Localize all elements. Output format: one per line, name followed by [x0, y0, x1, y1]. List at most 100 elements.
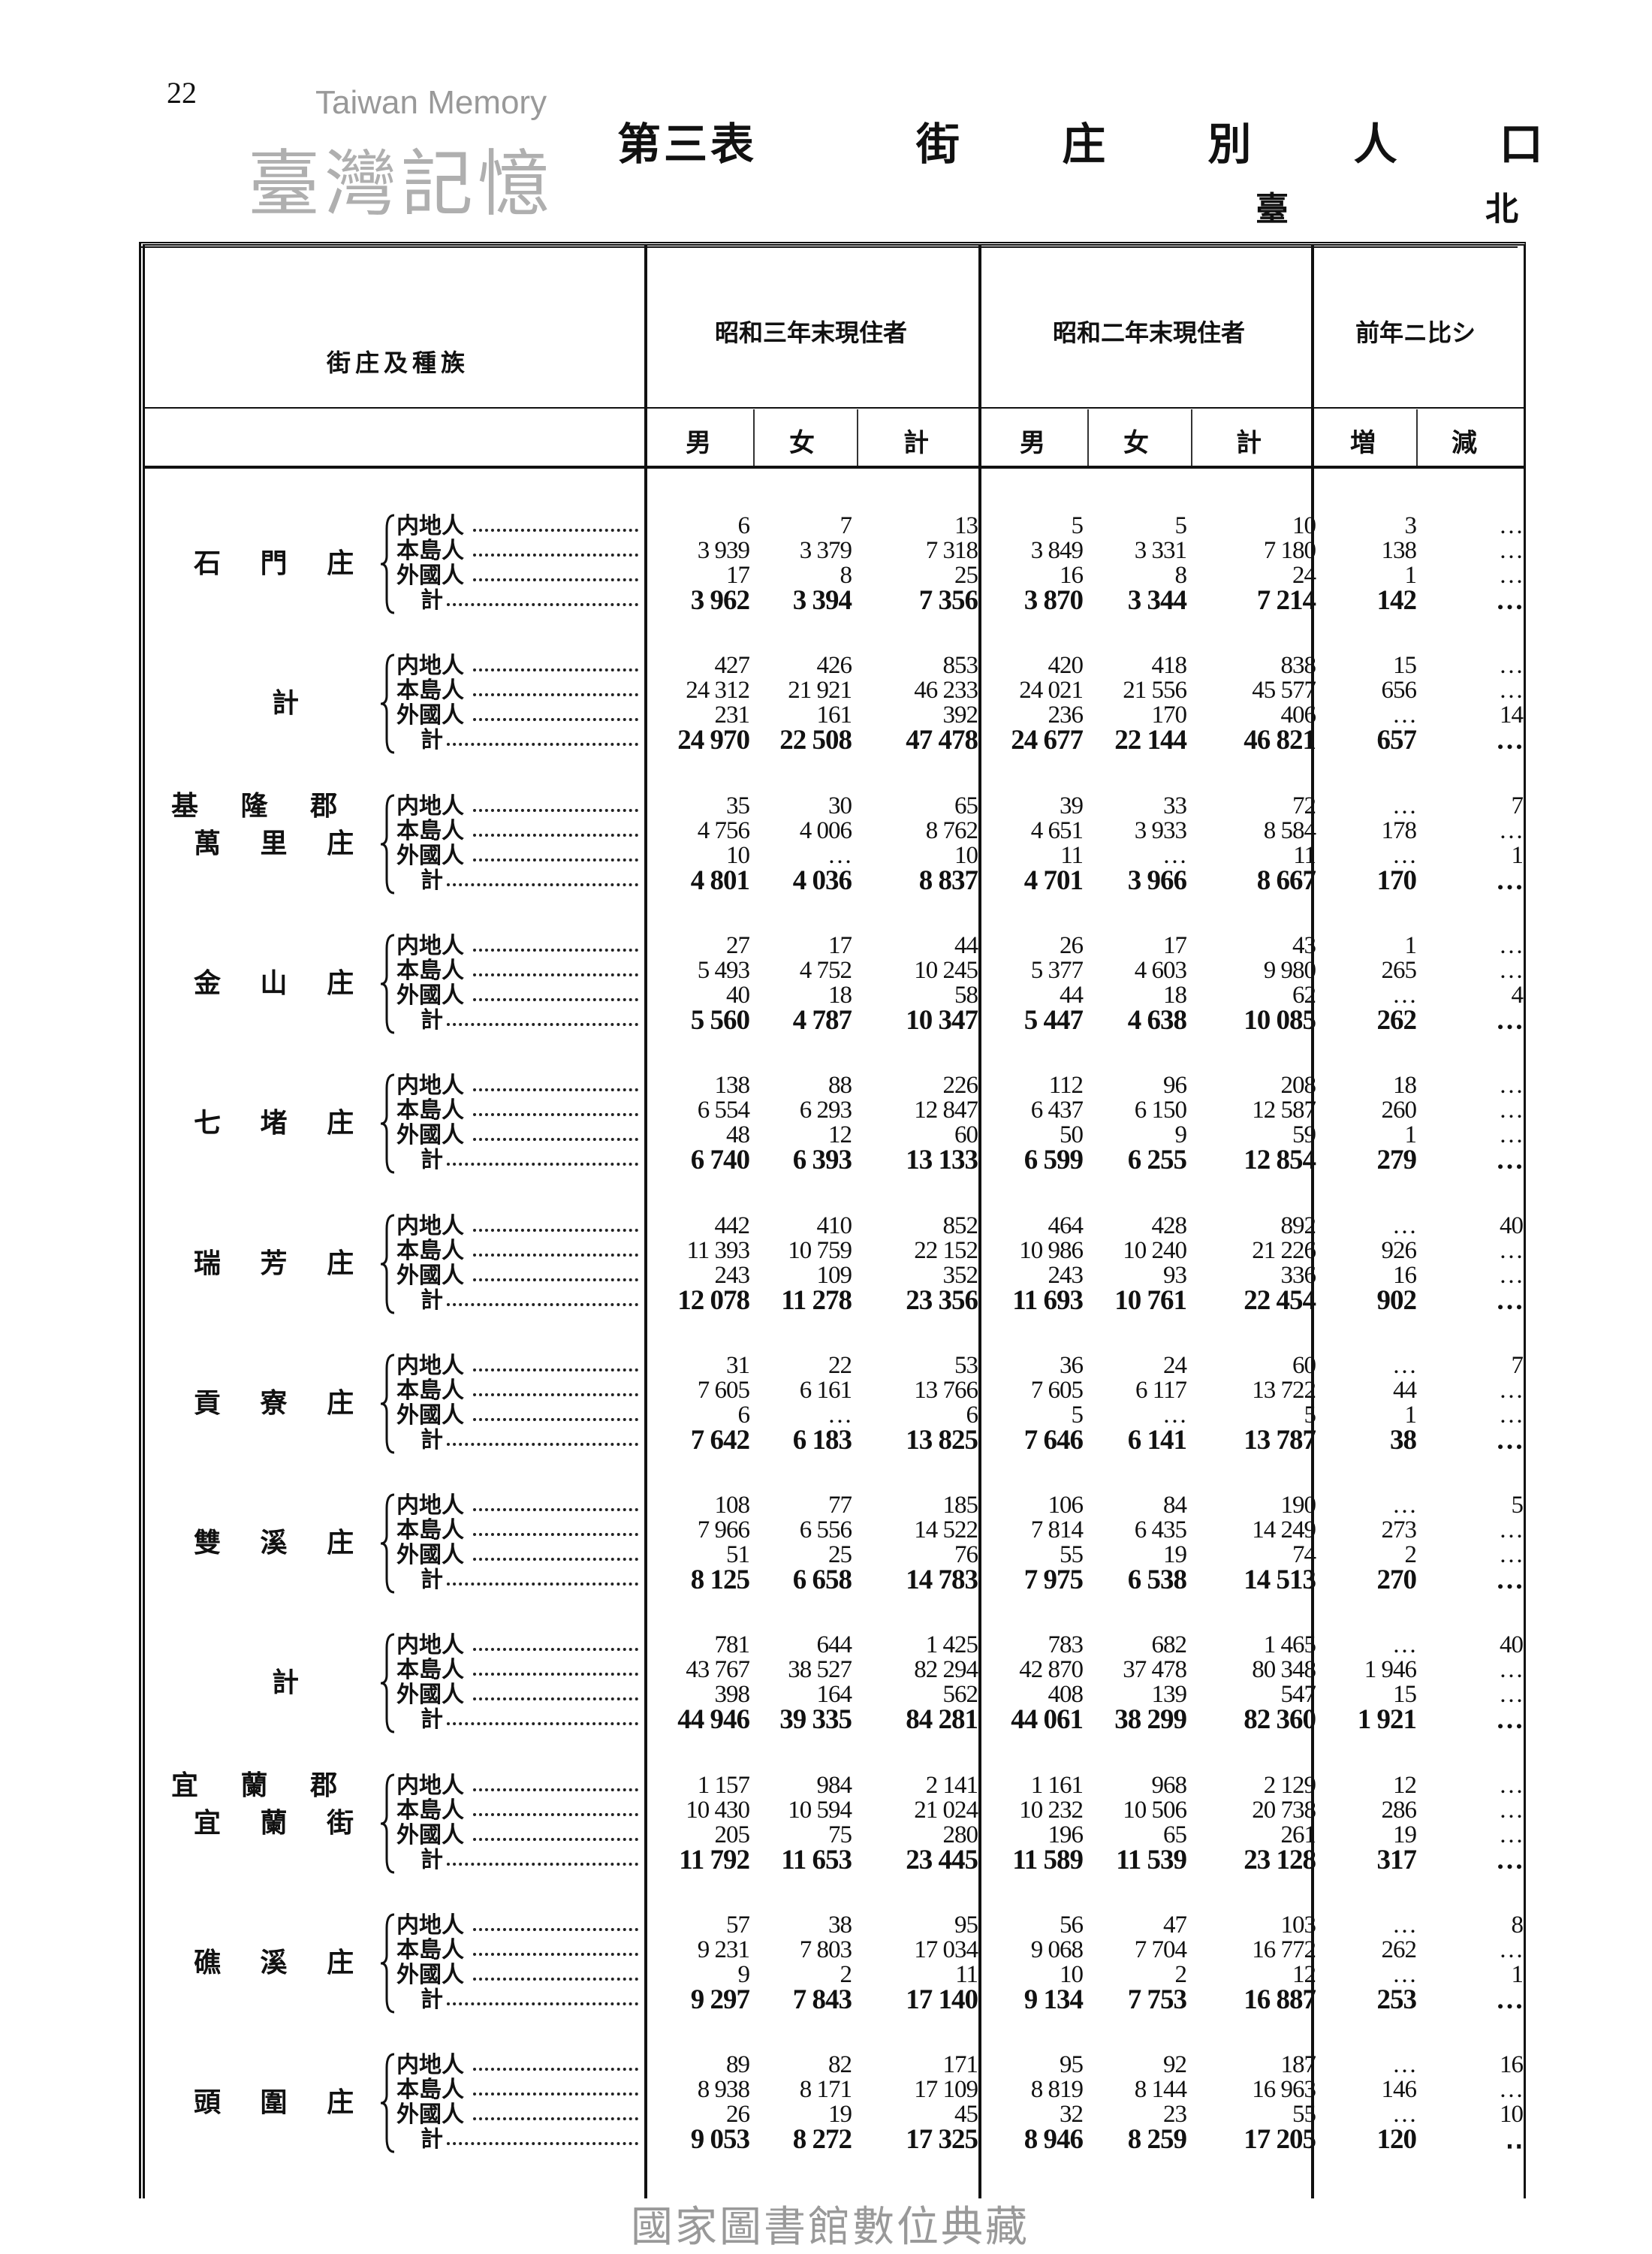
- cell-male-2: 3 870: [1023, 585, 1084, 616]
- cell-decrease: …: [1496, 1424, 1524, 1456]
- table-row-total: 計 44 946 39 335 84 281 44 061 38 299 82 360 1 9…: [0, 1704, 1652, 1736]
- table-row-naichi: 内地人 781 644 1 425 783 682 1 465 … 40: [0, 1633, 1652, 1658]
- cell-increase: 138: [1381, 537, 1418, 564]
- cell-male-2: 5 447: [1023, 1004, 1084, 1036]
- town-block: 雙 溪 庄内地人 108 77 185 106 84 190… 5 本島人 7 966 6 556 1…: [0, 1493, 1652, 1598]
- table-row-foreign: 外國人 398 164 562 408 139 547 15…: [0, 1681, 1652, 1709]
- town-name: 宜 蘭 街: [194, 1806, 369, 1839]
- table-row-hontou: 本島人 8 938 8 171 17 109 8 819 8 144 16 963 146…: [0, 2076, 1652, 2104]
- table-row-hontou: 本島人 7 605 6 161 13 766 7 605 6 117 13 722 44…: [0, 1376, 1652, 1404]
- row-label: 外國人: [396, 982, 464, 1009]
- cell-male-2: 10 986: [1019, 1236, 1084, 1264]
- row-label: 本島人: [396, 1377, 464, 1404]
- brace-icon: [380, 1493, 395, 1594]
- cell-female-2: 3 933: [1134, 816, 1187, 844]
- cell-female-3: 75: [828, 1821, 852, 1848]
- cell-male-3: 6: [737, 1401, 751, 1429]
- brace-icon: [380, 2053, 395, 2153]
- cell-female-3: 10 594: [788, 1796, 852, 1824]
- cell-total-2: 82 360: [1244, 1704, 1316, 1736]
- cell-female-2: 139: [1151, 1681, 1188, 1709]
- town-block: 石 門 庄 内地人 6 7 13 5 5 10 3 … 本島人 3 939 3 379 7 318 3 84…: [0, 514, 1652, 619]
- town-block: 七 堵 庄内地人 138 88 226 112 96 208 18… 本島人 6 554 6 293…: [0, 1073, 1652, 1178]
- cell-female-2: 93: [1163, 1261, 1187, 1289]
- col-increase: 増: [1350, 428, 1376, 458]
- brace-icon: [380, 1073, 395, 1174]
- cell-female-3: 4 036: [792, 864, 852, 896]
- cell-female-2: 6 117: [1135, 1376, 1187, 1404]
- row-label: 内地人: [396, 653, 464, 680]
- cell-total-3: 13 133: [906, 1145, 978, 1176]
- cell-total-2: 892: [1280, 1211, 1317, 1239]
- cell-decrease: …: [1499, 1541, 1524, 1569]
- cell-male-2: 26: [1060, 931, 1084, 959]
- cell-increase: 1: [1404, 931, 1418, 959]
- row-label: 計: [421, 727, 443, 754]
- cell-female-2: 65: [1163, 1821, 1187, 1848]
- cell-total-3: 10 245: [914, 956, 978, 984]
- col-female-3: 女: [789, 428, 815, 458]
- row-label: 内地人: [396, 1073, 464, 1100]
- cell-female-3: 77: [828, 1492, 852, 1519]
- cell-male-3: 427: [714, 652, 751, 680]
- cell-decrease: …: [1499, 1821, 1524, 1848]
- cell-female-3: 426: [816, 652, 853, 680]
- row-label: 本島人: [396, 1097, 464, 1124]
- cell-total-2: 20 738: [1252, 1796, 1316, 1824]
- column-rule: [1191, 409, 1192, 466]
- cell-total-2: 45 577: [1252, 677, 1316, 705]
- cell-female-3: 38 527: [788, 1656, 852, 1684]
- cell-female-2: 8 144: [1134, 2076, 1187, 2104]
- cell-male-3: 398: [714, 1681, 751, 1709]
- header-showa3: 昭和三年末現住者: [714, 318, 907, 347]
- cell-male-2: 7 975: [1023, 1565, 1084, 1596]
- cell-total-3: 82 294: [914, 1656, 978, 1684]
- cell-total-2: 80 348: [1252, 1656, 1316, 1684]
- cell-total-2: 8 584: [1263, 816, 1316, 844]
- cell-increase: 657: [1376, 725, 1418, 756]
- cell-male-3: 48: [726, 1121, 750, 1149]
- cell-male-3: 138: [714, 1072, 751, 1100]
- cell-female-3: 6 658: [792, 1565, 852, 1596]
- cell-male-2: 243: [1048, 1261, 1084, 1289]
- cell-increase: 262: [1376, 1004, 1418, 1036]
- cell-female-2: 37 478: [1123, 1656, 1187, 1684]
- town-name: 貢 寮 庄: [194, 1386, 369, 1419]
- cell-male-2: 42 870: [1019, 1656, 1084, 1684]
- town-name: 七 堵 庄: [194, 1107, 369, 1139]
- dot-leader: [473, 529, 638, 532]
- cell-male-2: 36: [1060, 1351, 1084, 1379]
- column-rule: [1087, 409, 1089, 466]
- cell-female-2: 92: [1163, 2051, 1187, 2079]
- cell-male-3: 108: [714, 1492, 751, 1519]
- cell-female-3: 21 921: [788, 677, 852, 705]
- dot-leader: [447, 1583, 638, 1586]
- cell-male-3: 8 938: [697, 2076, 750, 2104]
- table-number: 第三表: [617, 119, 758, 170]
- cell-increase: 279: [1376, 1145, 1418, 1176]
- cell-total-3: 13: [954, 512, 978, 539]
- row-label: 内地人: [396, 1772, 464, 1799]
- dot-leader: [473, 948, 638, 952]
- town-block: 金 山 庄内地人 27 17 44 26 17 43 1 … 本島人 5 493 4 752 10 24…: [0, 931, 1652, 1039]
- town-name: 金 山 庄: [194, 967, 369, 999]
- cell-male-2: 236: [1048, 702, 1084, 729]
- row-label: 内地人: [396, 1212, 464, 1239]
- table-row-hontou: 本島人 4 756 4 006 8 762 4 651 3 933 8 584 178…: [0, 816, 1652, 844]
- table-row-naichi: 内地人 108 77 185 106 84 190 … 5: [0, 1492, 1652, 1519]
- dot-leader: [473, 1253, 638, 1257]
- cell-decrease: …: [1496, 1145, 1524, 1176]
- cell-increase: …: [1392, 1211, 1417, 1239]
- cell-male-3: 7 642: [690, 1424, 750, 1456]
- table-row-foreign: 外國人 17 8 25 16 8 24 1…: [0, 562, 1652, 589]
- cell-male-2: 11: [1060, 841, 1084, 869]
- dot-leader: [473, 1837, 638, 1841]
- cell-female-2: 6 435: [1134, 1516, 1187, 1544]
- row-label: 計: [421, 2126, 443, 2153]
- cell-male-3: 6 740: [690, 1145, 750, 1176]
- table-row-foreign: 外國人 243 109 352 243 93 336 16…: [0, 1263, 1652, 1288]
- cell-male-2: 408: [1048, 1681, 1084, 1709]
- cell-female-2: 8: [1174, 562, 1188, 589]
